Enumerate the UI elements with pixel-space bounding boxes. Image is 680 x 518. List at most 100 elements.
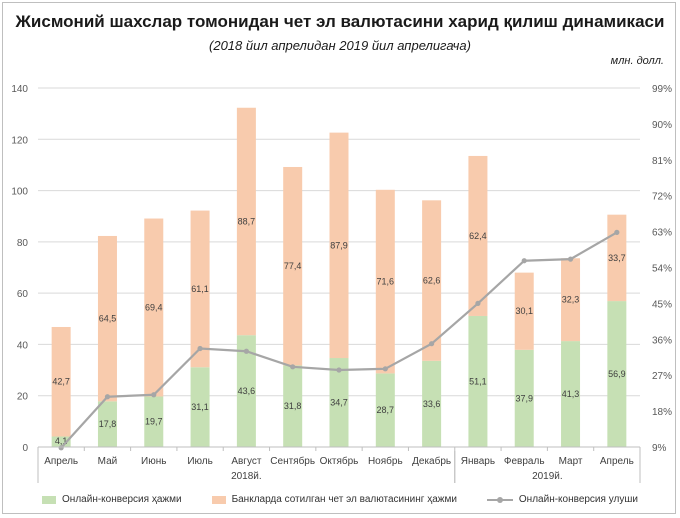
line-point-share [521,258,527,264]
bar-bank [329,132,349,359]
bar-online [422,360,442,447]
data-label-online: 31,8 [284,401,302,411]
data-label-bank: 62,6 [423,276,441,286]
y-tick-label: 120 [11,135,28,146]
bar-bank [144,218,164,397]
bar-bank [190,210,210,368]
bar-online [375,373,395,447]
line-point-share [475,300,481,306]
bar-bank [97,235,117,402]
bar-bank [468,155,488,316]
line-point-share [429,341,435,347]
legend-label-bank: Банкларда сотилган чет эл валютасининг ҳ… [231,494,457,505]
bar-online [283,365,303,447]
chart-frame [2,2,676,514]
data-label-bank: 87,9 [330,240,348,250]
line-point-share [290,364,296,370]
y-tick-label: 60 [17,289,29,300]
line-point-share [104,394,111,400]
data-label-bank: 77,4 [284,261,302,271]
chart-subtitle: (2018 йил апрелидан 2019 йил апрелигача) [209,38,471,53]
bar-online [236,335,256,447]
bar-bank [514,272,534,350]
legend-item-share: Онлайн-конверсия улуши [486,494,638,505]
data-label-bank: 32,3 [562,295,580,305]
x-tick-label: Июль [187,456,213,467]
line-point-share [151,392,157,398]
bar-bank [422,200,442,361]
y-tick-label: 0 [22,443,28,454]
bar-online [97,401,117,447]
y-tick-label: 40 [17,340,29,351]
bar-bank [51,326,71,437]
y2-tick-label: 72% [652,192,672,203]
data-label-online: 17,8 [99,419,117,429]
data-label-online: 28,7 [377,405,395,415]
line-point-share [382,366,388,372]
bar-bank [236,107,256,336]
data-label-bank: 42,7 [52,377,70,387]
y2-tick-label: 99% [652,84,672,95]
bar-online [144,396,164,447]
x-tick-label: Январь [461,456,495,467]
data-label-bank: 71,6 [377,277,395,287]
data-label-online: 33,6 [423,399,441,409]
y-tick-label: 80 [17,238,29,249]
x-tick-label: Апрель [600,456,634,467]
line-point-share [243,348,249,354]
y2-tick-label: 18% [652,407,672,418]
x-tick-label: Декабрь [412,455,451,467]
data-label-bank: 88,7 [238,216,256,226]
x-tick-label: Февраль [504,456,545,467]
x-tick-label: Октябрь [320,455,359,467]
year-group-label: 2019й. [532,471,563,482]
y2-tick-label: 9% [652,443,667,454]
bar-online [514,349,534,447]
legend-label-share: Онлайн-конверсия улуши [518,494,638,505]
line-point-share [197,345,203,352]
y2-tick-label: 27% [652,371,672,382]
legend-swatch-bank [211,495,226,504]
data-label-online: 51,1 [469,376,487,386]
data-label-online: 19,7 [145,417,163,427]
y2-tick-label: 54% [652,264,672,275]
line-point-share [336,367,342,373]
line-point-share [58,445,64,451]
data-label-bank: 30,1 [515,306,533,316]
y-tick-label: 100 [11,187,28,198]
y2-tick-label: 90% [652,120,672,131]
legend-item-online: Онлайн-конверсия ҳажми [42,494,182,505]
bar-bank [375,189,395,374]
x-tick-label: Август [231,456,262,467]
data-label-online: 56,9 [608,369,626,379]
bar-bank [561,258,581,342]
legend-label-online: Онлайн-конверсия ҳажми [62,494,182,505]
y2-tick-label: 36% [652,335,672,346]
legend-swatch-online [42,495,57,504]
y2-tick-label: 45% [652,299,672,310]
data-label-online: 41,3 [562,389,580,399]
data-label-online: 37,9 [515,393,533,403]
data-label-bank: 69,4 [145,303,163,313]
bar-online [329,358,349,447]
year-group-label: 2018й. [231,471,262,482]
data-label-online: 31,1 [191,402,209,412]
bar-online [607,301,627,447]
data-label-online: 34,7 [330,398,348,408]
legend-swatch-share [486,496,513,504]
data-label-bank: 64,5 [99,314,117,324]
data-label-bank: 62,4 [469,231,487,241]
bar-online [561,341,581,447]
x-tick-label: Май [98,456,118,467]
data-label-online: 43,6 [238,386,256,396]
x-tick-label: Сентябрь [270,455,315,467]
y-tick-label: 140 [11,84,28,95]
bar-online [190,367,210,447]
x-tick-label: Март [559,456,583,467]
legend-item-bank: Банкларда сотилган чет эл валютасининг ҳ… [211,494,457,505]
bar-online [51,436,71,447]
y2-tick-label: 63% [652,228,672,239]
bar-online [468,315,488,447]
data-label-online: 4,1 [55,436,68,446]
